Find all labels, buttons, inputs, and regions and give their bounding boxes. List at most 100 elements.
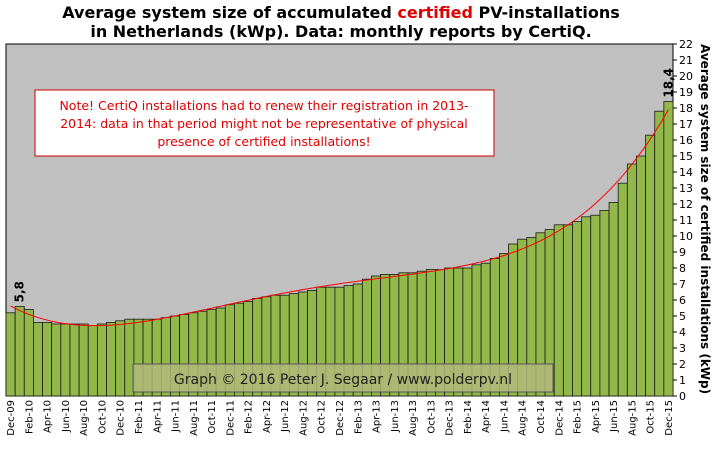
x-tick-label: Jun-11 [171, 400, 182, 433]
bar-Dec-14 [553, 224, 564, 397]
x-tick-label: Feb-15 [573, 400, 584, 434]
title-part-3: PV-installations [473, 3, 620, 22]
y-tick-label: 1 [679, 374, 686, 387]
x-tick-label: Feb-10 [24, 400, 35, 434]
y-tick-label: 18 [679, 102, 693, 115]
bar-Apr-15 [590, 214, 601, 397]
bar-May-10 [51, 323, 62, 397]
x-tick-label: Oct-11 [207, 400, 218, 434]
bar-May-15 [599, 209, 610, 397]
data-label: 5,8 [13, 281, 27, 302]
x-tick-label: Dec-15 [664, 400, 675, 436]
y-tick-label: 15 [679, 150, 693, 163]
bar-Nov-10 [106, 321, 117, 397]
x-tick-label: Oct-13 [426, 400, 437, 434]
x-tick-label: Dec-13 [445, 400, 456, 436]
note-line-1: Note! CertiQ installations had to renew … [59, 98, 468, 113]
y-tick-label: 13 [679, 182, 693, 195]
y-tick-label: 21 [679, 54, 693, 67]
title-accent-word: certified [397, 3, 473, 22]
y-tick-label: 22 [679, 38, 693, 51]
x-tick-label: Jun-10 [61, 400, 72, 433]
x-tick-label: Apr-10 [43, 400, 54, 433]
bar-Dec-09 [5, 312, 16, 397]
bar-Sep-10 [87, 325, 98, 397]
y-tick-label: 19 [679, 86, 693, 99]
note-line-3: presence of certified installations! [157, 134, 370, 149]
x-tick-label: Feb-13 [353, 400, 364, 434]
credit-frame [132, 363, 554, 393]
bar-Jul-15 [617, 182, 628, 397]
x-tick-label: Feb-11 [134, 400, 145, 434]
x-tick-label: Dec-11 [225, 400, 236, 436]
x-tick-label: Jun-15 [609, 400, 620, 433]
x-tick-label: Dec-14 [554, 400, 565, 436]
x-tick-label: Dec-12 [335, 400, 346, 436]
x-tick-label: Apr-11 [152, 400, 163, 433]
note-line-2: 2014: data in that period might not be r… [60, 116, 468, 131]
bar-Mar-10 [33, 321, 43, 397]
x-tick-label: Aug-10 [79, 400, 90, 436]
x-tick-label: Dec-09 [6, 400, 17, 436]
credit-text: Graph © 2016 Peter J. Segaar / www.polde… [174, 372, 512, 388]
x-tick-label: Aug-12 [299, 400, 310, 436]
bar-Apr-10 [42, 321, 53, 397]
y-tick-label: 20 [679, 70, 693, 83]
note-box: Note! CertiQ installations had to renew … [34, 89, 495, 157]
trendline [10, 109, 669, 327]
chart-title-line2: in Netherlands (kWp). Data: monthly repo… [90, 22, 591, 41]
bar-Aug-10 [78, 323, 89, 397]
bar-Feb-15 [572, 221, 583, 397]
y-tick-label: 17 [679, 118, 693, 131]
data-label: 18,4 [661, 68, 675, 98]
y-tick-label: 3 [679, 342, 686, 355]
x-tick-label: Apr-14 [481, 400, 492, 433]
y-tick-label: 2 [679, 358, 686, 371]
y-tick-label: 10 [679, 230, 693, 243]
x-tick-label: Feb-12 [244, 400, 255, 434]
data-labels: 5,8 18,4 [13, 68, 676, 302]
credit-box: Graph © 2016 Peter J. Segaar / www.polde… [132, 363, 554, 393]
y-tick-label: 5 [679, 310, 686, 323]
x-tick-label: Aug-15 [627, 400, 638, 436]
bar-Jul-10 [69, 323, 80, 397]
x-tick-label: Oct-12 [317, 400, 328, 434]
x-tick-label: Aug-14 [518, 400, 529, 436]
bar-Sep-15 [636, 155, 646, 397]
y-tick-label: 16 [679, 134, 693, 147]
bar-series [5, 101, 674, 397]
title-part-1: Average system size of accumulated [62, 3, 397, 22]
y-tick-label: 0 [679, 390, 686, 403]
bar-Feb-10 [23, 309, 34, 397]
x-axis-ticks: Dec-09 Feb-10 Apr-10 Jun-10 Aug-10 Oct-10 Dec-… [6, 400, 675, 436]
x-tick-label: Oct-15 [646, 400, 657, 434]
x-tick-label: Aug-11 [189, 400, 200, 436]
x-tick-label: Jun-14 [500, 400, 511, 433]
x-tick-label: Apr-15 [591, 400, 602, 433]
y-tick-label: 14 [679, 166, 693, 179]
chart-title-line1: Average system size of accumulated certi… [62, 3, 620, 22]
bar-Jun-10 [60, 323, 71, 397]
bar-Nov-15 [654, 110, 665, 397]
x-tick-label: Aug-13 [408, 400, 419, 436]
bar-Oct-15 [645, 134, 656, 397]
y-tick-label: 12 [679, 198, 693, 211]
bar-Dec-15 [663, 101, 674, 397]
y-tick-label: 6 [679, 294, 686, 307]
x-tick-label: Feb-14 [463, 400, 474, 434]
x-tick-label: Jun-13 [390, 400, 401, 433]
bar-Jun-15 [608, 201, 619, 397]
note-frame [34, 89, 495, 157]
bar-Jan-15 [562, 224, 573, 397]
bar-Jan-10 [14, 305, 25, 397]
y-tick-label: 4 [679, 326, 686, 339]
bar-Mar-15 [581, 216, 592, 397]
x-tick-label: Apr-12 [262, 400, 273, 433]
y-tick-label: 9 [679, 246, 686, 259]
y-tick-label: 8 [679, 262, 686, 275]
bar-Oct-10 [96, 323, 107, 397]
bar-Dec-10 [115, 320, 126, 397]
x-tick-label: Apr-13 [372, 400, 383, 433]
